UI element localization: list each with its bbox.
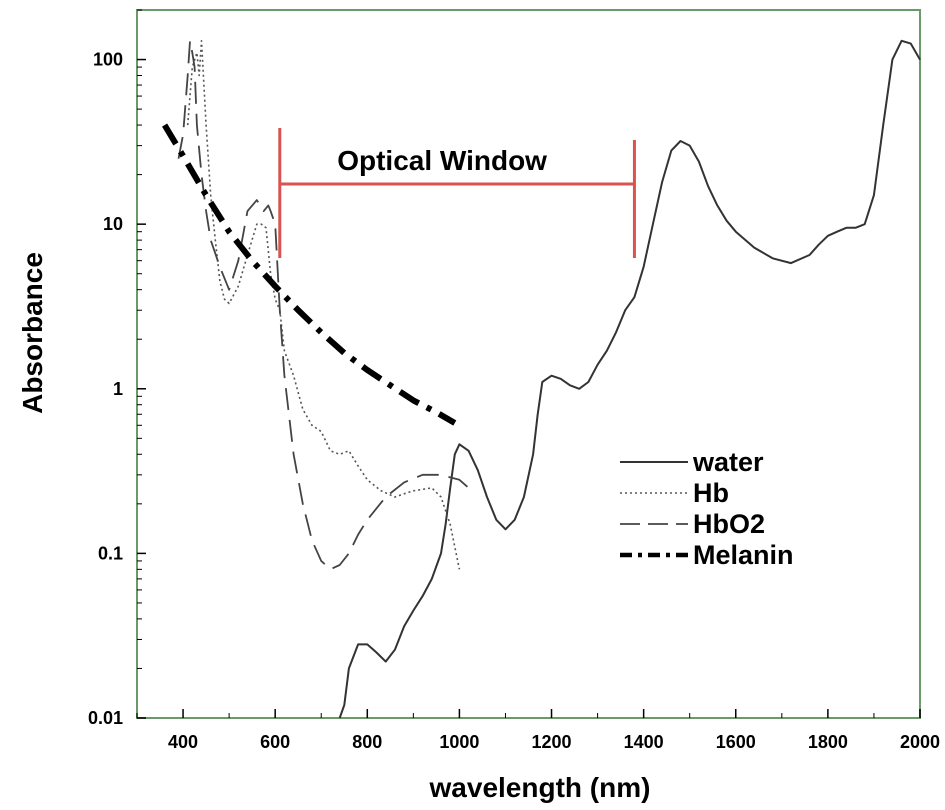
- x-tick-label: 2000: [900, 732, 940, 752]
- plot-area: [136, 9, 921, 719]
- series-layer: [162, 39, 921, 719]
- y-tick-label: 0.1: [98, 543, 123, 563]
- legend-label-hbo2: HbO2: [693, 509, 765, 539]
- x-tick-label: 1200: [532, 732, 572, 752]
- x-tick-label: 1600: [716, 732, 756, 752]
- x-tick-label: 600: [260, 732, 290, 752]
- legend-label-hb: Hb: [693, 478, 729, 508]
- x-axis-title: wavelength (nm): [429, 772, 651, 803]
- series-line-melanin: [162, 123, 457, 426]
- series-line-water: [338, 39, 921, 719]
- legend-label-melanin: Melanin: [693, 540, 794, 570]
- series-line-hbo2: [177, 39, 470, 571]
- y-tick-label: 1: [113, 379, 123, 399]
- x-tick-label: 400: [168, 732, 198, 752]
- optical-window-annotation: Optical Window: [278, 128, 636, 258]
- y-tick-label: 10: [103, 214, 123, 234]
- y-tick-label: 100: [93, 50, 123, 70]
- x-axis-ticks: 400 600 800 1000 1200 1400 1600 1800 2000: [136, 709, 940, 752]
- y-tick-label: 0.01: [88, 708, 123, 728]
- x-tick-label: 1000: [439, 732, 479, 752]
- x-tick-label: 1800: [808, 732, 848, 752]
- optical-window-label: Optical Window: [337, 145, 547, 176]
- y-axis-title: Absorbance: [17, 252, 48, 414]
- legend-label-water: water: [692, 447, 764, 477]
- x-tick-label: 800: [352, 732, 382, 752]
- x-tick-label: 1400: [624, 732, 664, 752]
- y-axis-ticks: 0.01 0.1 1 10 100: [88, 9, 146, 728]
